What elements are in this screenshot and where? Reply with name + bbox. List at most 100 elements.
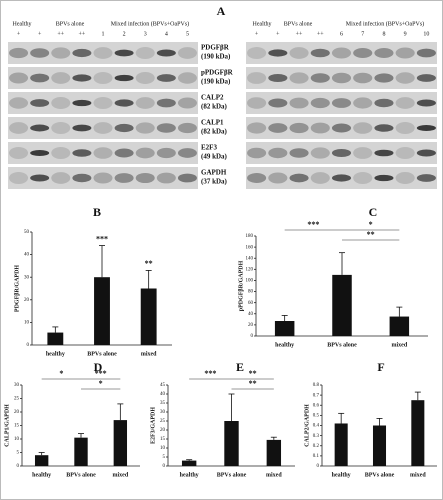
bracket-label: *** <box>95 369 107 378</box>
blot-band <box>135 72 155 84</box>
blot-band <box>114 123 134 133</box>
blot-band <box>30 149 50 157</box>
y-axis-label: CALP1/GAPDH <box>4 404 10 447</box>
blot-band <box>416 48 436 58</box>
blot-group-label: Healthy <box>13 21 32 27</box>
blot-band <box>51 97 71 109</box>
y-axis-label: CALP2/GAPDH <box>304 404 310 447</box>
significance-label: *** <box>96 234 108 243</box>
blot-band <box>247 97 267 109</box>
blot-band <box>374 47 394 59</box>
lane-label: 9 <box>404 31 407 37</box>
blot-band <box>395 147 415 159</box>
x-tick-label: BPVs alone <box>87 351 117 357</box>
band-size: (82 kDa) <box>201 128 228 136</box>
lane-label: 7 <box>361 31 364 37</box>
blot-band <box>114 49 134 57</box>
blot-band <box>416 174 436 182</box>
blot-band <box>395 47 415 59</box>
blot-band <box>9 147 29 159</box>
blot-band <box>353 172 373 184</box>
blot-band <box>156 49 176 57</box>
bar <box>372 425 387 466</box>
x-tick-label: BPVs alone <box>327 342 357 348</box>
blot-band <box>416 149 436 157</box>
y-tick-label: 30 <box>24 275 30 280</box>
blot-band <box>289 148 309 158</box>
blot-band <box>289 47 309 59</box>
lane-label: 1 <box>102 31 105 37</box>
y-tick-label: 0.8 <box>313 383 320 388</box>
lane-label: 4 <box>165 31 168 37</box>
blot-band <box>374 174 394 182</box>
blot-group-label: Mixed infection (BPVs+OaPVs) <box>111 20 189 27</box>
blot-band <box>51 122 71 134</box>
bar <box>224 421 239 466</box>
blot-band <box>310 122 330 134</box>
band-name: GAPDH <box>201 169 227 177</box>
y-tick-label: 0 <box>317 464 320 469</box>
y-tick-label: 160 <box>246 245 254 250</box>
y-tick-label: 45 <box>160 383 166 388</box>
bar <box>181 460 197 466</box>
significance-label: ** <box>145 259 153 268</box>
bar <box>74 437 88 466</box>
blot-band <box>51 47 71 59</box>
blot-band <box>93 97 113 109</box>
blot-band <box>156 98 176 108</box>
lane-label: + <box>38 31 42 37</box>
blot-band <box>114 74 134 82</box>
blot-band <box>30 73 50 83</box>
x-tick-label: healthy <box>32 472 51 478</box>
x-tick-label: BPVs alone <box>217 472 247 478</box>
y-tick-label: 40 <box>24 253 30 258</box>
y-tick-label: 0.1 <box>313 454 320 459</box>
bar <box>113 420 128 466</box>
blot-band <box>310 73 330 83</box>
lane-label: + <box>255 31 259 37</box>
blot-band <box>289 72 309 84</box>
blot-band <box>247 47 267 59</box>
y-tick-label: 5 <box>17 451 20 456</box>
blot-band <box>30 99 50 107</box>
y-tick-label: 20 <box>14 410 20 415</box>
band-label-bg <box>199 92 245 114</box>
band-name: CALP1 <box>201 119 224 127</box>
x-tick-label: mixed <box>410 472 426 478</box>
y-tick-label: 30 <box>160 410 166 415</box>
lane-label: 6 <box>340 31 343 37</box>
bracket-label: * <box>99 379 103 388</box>
y-tick-label: 0.3 <box>313 434 320 439</box>
band-size: (82 kDa) <box>201 103 228 111</box>
y-tick-label: 0.2 <box>313 444 320 449</box>
blot-band <box>395 72 415 84</box>
bracket-label: *** <box>204 369 216 378</box>
blot-band <box>9 172 29 184</box>
blot-band <box>72 48 92 58</box>
blot-band <box>114 148 134 158</box>
blot-band <box>9 72 29 84</box>
blot-band <box>93 72 113 84</box>
lane-label: 5 <box>186 31 189 37</box>
blot-group-label: BPVs alone <box>284 21 313 27</box>
bar <box>34 455 49 466</box>
bracket-label: *** <box>307 220 319 229</box>
blot-band <box>30 174 50 182</box>
y-tick-label: 15 <box>160 437 166 442</box>
y-tick-label: 0 <box>251 334 254 339</box>
blot-band <box>177 148 197 158</box>
bracket-label: ** <box>367 230 375 239</box>
x-tick-label: mixed <box>141 351 157 357</box>
blot-band <box>156 74 176 82</box>
blot-band <box>374 149 394 157</box>
blot-band <box>310 97 330 109</box>
blot-band <box>353 48 373 58</box>
blot-band <box>331 98 352 108</box>
bar <box>334 423 348 466</box>
y-tick-label: 10 <box>14 437 20 442</box>
blot-band <box>247 147 267 159</box>
blot-band <box>331 148 352 158</box>
y-tick-label: 25 <box>14 397 20 402</box>
blot-band <box>416 124 436 132</box>
